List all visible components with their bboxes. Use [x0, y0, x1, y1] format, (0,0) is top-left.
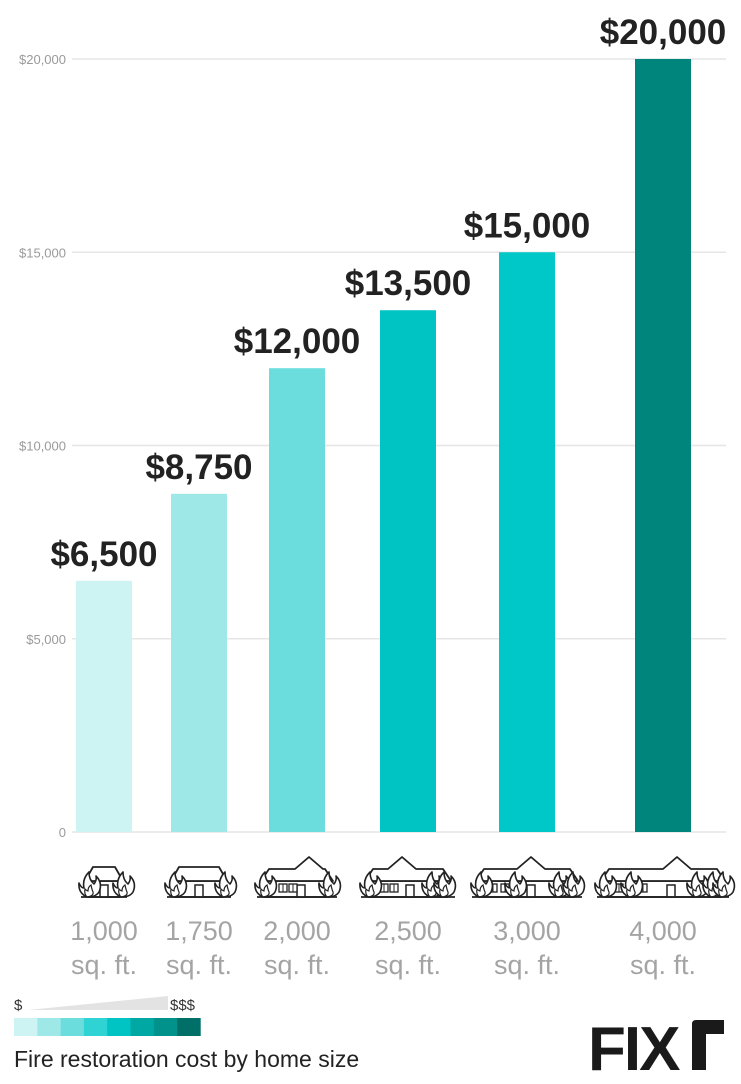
bar-value-label: $12,000: [234, 322, 361, 361]
category-unit-label: sq. ft.: [264, 950, 330, 980]
medium-house-fire-icon: [254, 856, 342, 898]
category-unit-label: sq. ft.: [494, 950, 560, 980]
cost-legend: $ $$$: [14, 996, 201, 1036]
y-tick-label: $10,000: [19, 439, 66, 454]
category-unit-label: sq. ft.: [375, 950, 441, 980]
small-house-fire-icon: [78, 866, 136, 898]
category-size-label: 4,000: [629, 916, 697, 946]
bar: [76, 580, 132, 832]
logo-r-shape: [692, 1020, 724, 1070]
bar-value-label: $15,000: [464, 206, 591, 245]
bar: [269, 368, 325, 832]
legend-swatch: [177, 1018, 201, 1036]
legend-ramp-shape: [28, 996, 168, 1010]
fixr-logo: FIX: [588, 1015, 724, 1084]
category-size-label: 3,000: [493, 916, 561, 946]
category-unit-label: sq. ft.: [166, 950, 232, 980]
y-tick-label: $20,000: [19, 52, 66, 67]
house-fire-icon: [164, 866, 238, 898]
y-tick-label: 0: [59, 825, 66, 840]
large-house-fire-icon: [359, 856, 457, 898]
category-labels: 1,000 sq. ft. 1,750 sq. ft. 2,000 sq. ft. 2,50…: [70, 916, 697, 980]
value-labels: $6,500 $8,750 $12,000 $13,500 $15,000 $20,000: [50, 13, 726, 574]
legend-high-label: $$$: [170, 997, 196, 1014]
category-size-label: 1,750: [165, 916, 233, 946]
legend-swatch: [14, 1018, 38, 1036]
bar-value-label: $13,500: [345, 264, 472, 303]
category-size-label: 2,500: [374, 916, 442, 946]
bar-value-label: $6,500: [50, 535, 157, 574]
chart-title: Fire restoration cost by home size: [14, 1046, 359, 1072]
bar: [171, 493, 227, 832]
legend-swatch: [153, 1018, 178, 1036]
category-unit-label: sq. ft.: [630, 950, 696, 980]
wide-house-fire-icon: [470, 856, 586, 898]
bar-value-label: $8,750: [145, 448, 252, 487]
category-size-label: 1,000: [70, 916, 138, 946]
extra-wide-house-fire-icon: [594, 856, 736, 898]
bar: [635, 59, 691, 832]
logo-text: FIX: [588, 1015, 680, 1084]
bar-value-label: $20,000: [600, 13, 727, 52]
legend-swatch: [107, 1018, 131, 1036]
legend-swatch: [60, 1018, 85, 1036]
legend-swatch: [130, 1018, 155, 1036]
category-size-label: 2,000: [263, 916, 331, 946]
legend-swatch: [83, 1018, 108, 1036]
legend-low-label: $: [14, 997, 23, 1014]
legend-swatch: [37, 1018, 61, 1036]
bars: [76, 59, 691, 833]
bar: [499, 252, 555, 832]
category-unit-label: sq. ft.: [71, 950, 137, 980]
y-axis-ticks: 0 $5,000 $10,000 $15,000 $20,000: [19, 52, 66, 840]
house-icons: [78, 856, 736, 898]
y-tick-label: $5,000: [26, 632, 66, 647]
bar: [380, 310, 436, 833]
legend-swatches: [14, 1018, 201, 1036]
y-tick-label: $15,000: [19, 245, 66, 260]
